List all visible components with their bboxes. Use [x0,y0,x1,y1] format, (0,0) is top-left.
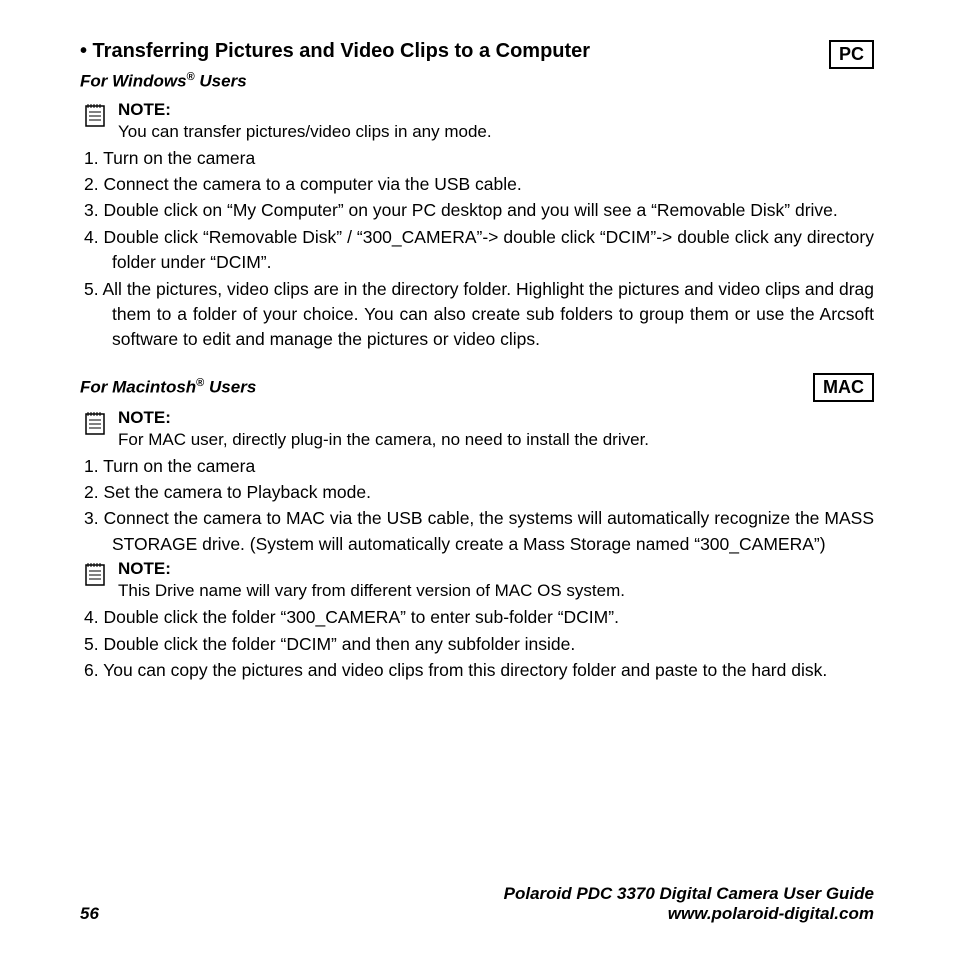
step-item: 1. Turn on the camera [84,454,874,479]
step-item: 5. All the pictures, video clips are in … [84,277,874,353]
windows-note: NOTE: You can transfer pictures/video cl… [84,100,874,142]
step-item: 1. Turn on the camera [84,146,874,171]
windows-subtitle-suffix: Users [199,72,246,91]
windows-subtitle: For Windows® Users [80,71,874,92]
mac-steps-a: 1. Turn on the camera 2. Set the camera … [84,454,874,558]
step-item: 4. Double click “Removable Disk” / “300_… [84,225,874,276]
note-label: NOTE: [118,559,874,579]
step-item: 4. Double click the folder “300_CAMERA” … [84,605,874,630]
mac-subtitle-suffix: Users [209,377,256,396]
note-content: NOTE: For MAC user, directly plug-in the… [118,408,874,450]
notepad-icon [84,410,106,436]
windows-steps: 1. Turn on the camera 2. Connect the cam… [84,146,874,353]
note-content: NOTE: This Drive name will vary from dif… [118,559,874,601]
step-item: 6. You can copy the pictures and video c… [84,658,874,683]
notepad-icon [84,102,106,128]
mac-header-row: For Macintosh® Users MAC [80,373,874,402]
mac-badge: MAC [813,373,874,402]
note-label: NOTE: [118,100,874,120]
note-text: For MAC user, directly plug-in the camer… [118,430,874,450]
registered-mark: ® [187,71,195,83]
pc-badge: PC [829,40,874,69]
mac-subtitle: For Macintosh® Users [80,377,256,398]
notepad-icon [84,561,106,587]
registered-mark: ® [196,377,204,389]
footer-guide: Polaroid PDC 3370 Digital Camera User Gu… [504,884,874,904]
page-footer: 56 Polaroid PDC 3370 Digital Camera User… [80,884,874,924]
header-row: • Transferring Pictures and Video Clips … [80,40,874,69]
note-text: You can transfer pictures/video clips in… [118,122,874,142]
windows-subtitle-prefix: For Windows [80,72,187,91]
mac-subtitle-prefix: For Macintosh [80,377,196,396]
step-item: 5. Double click the folder “DCIM” and th… [84,632,874,657]
step-item: 3. Connect the camera to MAC via the USB… [84,506,874,557]
footer-url: www.polaroid-digital.com [504,904,874,924]
step-item: 2. Set the camera to Playback mode. [84,480,874,505]
section-title: • Transferring Pictures and Video Clips … [80,40,590,63]
page-number: 56 [80,904,99,924]
step-item: 2. Connect the camera to a computer via … [84,172,874,197]
mac-note-2: NOTE: This Drive name will vary from dif… [84,559,874,601]
note-content: NOTE: You can transfer pictures/video cl… [118,100,874,142]
note-label: NOTE: [118,408,874,428]
footer-right: Polaroid PDC 3370 Digital Camera User Gu… [504,884,874,924]
step-item: 3. Double click on “My Computer” on your… [84,198,874,223]
note-text: This Drive name will vary from different… [118,581,874,601]
mac-steps-b: 4. Double click the folder “300_CAMERA” … [84,605,874,683]
mac-note-1: NOTE: For MAC user, directly plug-in the… [84,408,874,450]
